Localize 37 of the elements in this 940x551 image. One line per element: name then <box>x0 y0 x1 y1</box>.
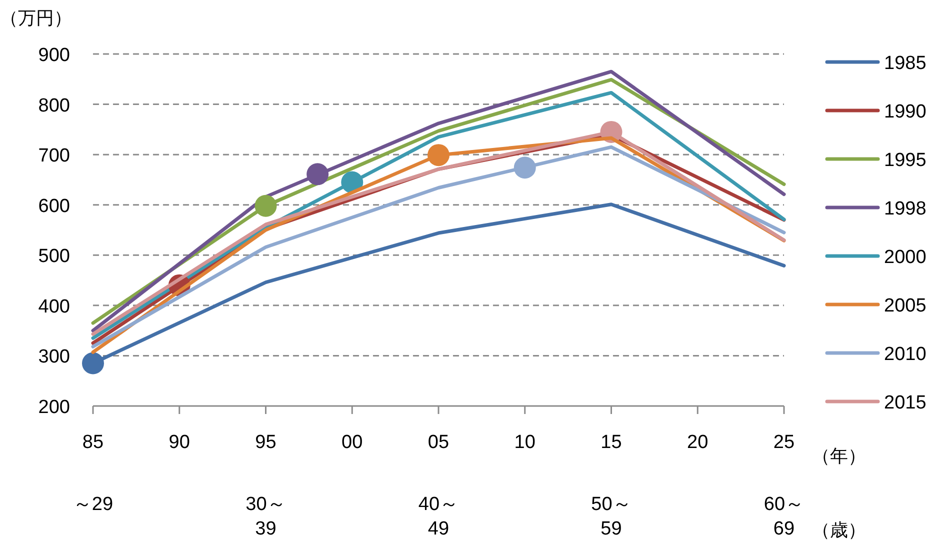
y-tick-label: 800 <box>38 95 70 116</box>
legend-label: 2015 <box>884 392 926 414</box>
x-axis-title: （年） <box>812 446 866 466</box>
x-tick-label: 10 <box>514 432 536 453</box>
x-tick-label: 00 <box>342 432 363 453</box>
legend-label: 1995 <box>884 150 926 171</box>
x-tick-label: 95 <box>255 432 276 453</box>
text: ～29 <box>72 494 114 515</box>
x-tick-label: 85 <box>82 432 104 453</box>
x-tick-label: 25 <box>773 432 795 453</box>
y-tick-label: 700 <box>38 146 70 167</box>
y-tick-label: 200 <box>38 397 70 418</box>
text: 30～ 39 <box>246 494 286 540</box>
text: 50～ 59 <box>591 494 632 540</box>
point <box>82 352 104 374</box>
x-tick-label: 90 <box>168 432 190 453</box>
y-tick-label: 400 <box>38 296 70 318</box>
legend-label: 1985 <box>884 53 926 74</box>
legend-label: 2010 <box>884 344 926 365</box>
text: （歳） <box>812 520 866 540</box>
x-tick-label: 05 <box>428 432 450 453</box>
text: 60～ 69 <box>764 494 804 540</box>
legend-label: 2000 <box>884 247 926 268</box>
legend-label: 1990 <box>884 102 926 122</box>
point <box>254 194 277 217</box>
text: 40～ 49 <box>418 494 459 540</box>
legend-label: 1998 <box>884 198 926 220</box>
point <box>341 171 364 194</box>
y-tick-label: 500 <box>38 246 70 268</box>
x-tick-label: 15 <box>600 432 622 453</box>
y-tick-label: 600 <box>38 196 70 217</box>
x-tick-label: 20 <box>687 432 708 453</box>
point <box>306 163 329 186</box>
y-axis-title: （万円） <box>0 8 72 28</box>
y-tick-label: 300 <box>38 346 70 368</box>
y-tick-label: 900 <box>38 45 70 66</box>
legend-label: 2005 <box>884 296 926 316</box>
